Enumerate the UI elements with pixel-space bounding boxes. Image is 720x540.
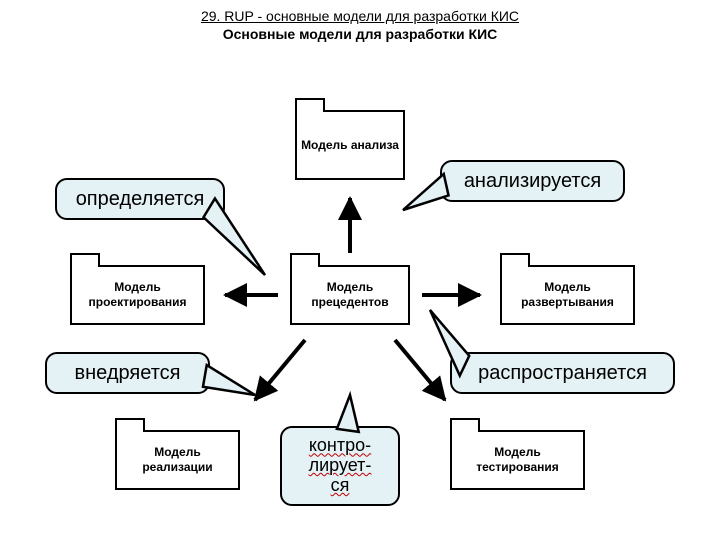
node-label: Модель анализа [301, 138, 399, 153]
node-usecase: Модель прецедентов [290, 265, 410, 325]
folder-tab-icon [115, 418, 145, 432]
title-block: 29. RUP - основные модели для разработки… [0, 8, 720, 42]
node-test: Модель тестирования [450, 430, 585, 490]
callout-label: определяется [76, 188, 205, 211]
callout-label: внедряется [75, 362, 181, 385]
callout-analyzed: анализируется [440, 160, 625, 202]
node-design: Модель проектирования [70, 265, 205, 325]
arrow [395, 340, 445, 400]
node-analysis: Модель анализа [295, 110, 405, 180]
arrow [255, 340, 305, 400]
folder-tab-icon [450, 418, 480, 432]
callout-label: распространяется [478, 362, 647, 385]
node-label: Модель реализации [121, 445, 234, 475]
title-line-1: 29. RUP - основные модели для разработки… [0, 8, 720, 24]
callout-label: контро- лирует- ся [309, 436, 372, 495]
callout-implemented: внедряется [45, 352, 210, 394]
callout-spread: распространяется [450, 352, 675, 394]
folder-tab-icon [290, 253, 320, 267]
callout-tail [203, 365, 255, 395]
node-deploy: Модель развертывания [500, 265, 635, 325]
callout-controlled: контро- лирует- ся [280, 426, 400, 506]
callout-label: анализируется [464, 170, 601, 193]
folder-tab-icon [70, 253, 100, 267]
node-label: Модель проектирования [76, 280, 199, 310]
callout-defined: определяется [55, 178, 225, 220]
node-label: Модель прецедентов [296, 280, 404, 310]
node-label: Модель тестирования [456, 445, 579, 475]
folder-tab-icon [295, 98, 325, 112]
node-label: Модель развертывания [506, 280, 629, 310]
node-impl: Модель реализации [115, 430, 240, 490]
title-line-2: Основные модели для разработки КИС [0, 26, 720, 42]
folder-tab-icon [500, 253, 530, 267]
